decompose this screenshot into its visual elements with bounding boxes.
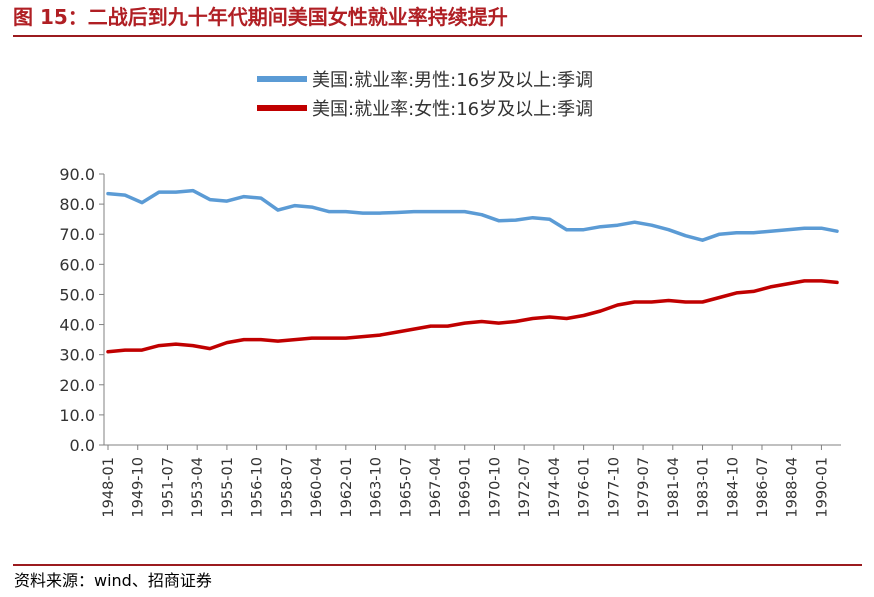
- x-tick-label: 1988-04: [785, 457, 801, 518]
- x-tick-label: 1951-07: [160, 457, 176, 518]
- y-tick-label: 30.0: [59, 346, 95, 365]
- x-axis: 1948-01 1949-10 1951-07 1953-04 1955-01 1956-…: [101, 444, 841, 518]
- x-tick-label: 1955-01: [220, 457, 236, 518]
- x-tick-label: 1965-07: [398, 457, 414, 518]
- y-tick-label: 90.0: [59, 165, 95, 184]
- figure-title-row: 图 15：二战后到九十年代期间美国女性就业率持续提升: [13, 2, 508, 32]
- plot-lines: [106, 188, 839, 354]
- x-tick-label: 1979-07: [636, 457, 652, 518]
- source-divider: [13, 564, 862, 566]
- x-tick-label: 1981-04: [666, 457, 682, 518]
- y-tick-label: 20.0: [59, 376, 95, 395]
- figure-label: 图 15：: [13, 5, 88, 29]
- legend: 美国:就业率:男性:16岁及以上:季调 美国:就业率:女性:16岁及以上:季调: [257, 70, 593, 120]
- x-tick-label: 1984-10: [725, 457, 741, 518]
- x-tick-label: 1949-10: [131, 457, 147, 518]
- x-tick-label: 1963-10: [369, 457, 385, 518]
- x-tick-label: 1986-07: [755, 457, 771, 518]
- y-tick-label: 10.0: [59, 406, 95, 425]
- x-tick-label: 1976-01: [577, 457, 593, 518]
- y-tick-label: 40.0: [59, 316, 95, 335]
- x-tick-label: 1974-04: [547, 457, 563, 518]
- x-tick-label: 1969-01: [458, 457, 474, 518]
- series-line-male: [106, 188, 839, 242]
- y-tick-label: 80.0: [59, 195, 95, 214]
- x-tick-label: 1967-04: [428, 457, 444, 518]
- y-tick-label: 0.0: [70, 436, 95, 455]
- title-divider: [13, 35, 862, 37]
- x-tick-label: 1956-10: [250, 457, 266, 518]
- x-tick-label: 1958-07: [279, 457, 295, 518]
- y-tick-label: 70.0: [59, 225, 95, 244]
- y-axis: 0.0 10.0 20.0 30.0 40.0 50.0 60.0 70.0 80.0 90.0: [59, 165, 105, 455]
- x-tick-label: 1983-01: [696, 457, 712, 518]
- series-line-female: [106, 279, 839, 354]
- x-tick-label: 1948-01: [101, 457, 117, 518]
- y-tick-label: 50.0: [59, 285, 95, 304]
- x-tick-label: 1990-01: [814, 457, 830, 518]
- x-tick-label: 1960-04: [309, 457, 325, 518]
- figure-title: 二战后到九十年代期间美国女性就业率持续提升: [87, 5, 508, 29]
- source-note: 资料来源：wind、招商证券: [14, 571, 212, 590]
- x-tick-label: 1953-04: [190, 457, 206, 518]
- x-tick-label: 1962-01: [339, 457, 355, 518]
- x-tick-label: 1972-07: [517, 457, 533, 518]
- legend-label-female: 美国:就业率:女性:16岁及以上:季调: [312, 99, 593, 120]
- y-tick-label: 60.0: [59, 255, 95, 274]
- x-tick-label: 1977-10: [606, 457, 622, 518]
- legend-label-male: 美国:就业率:男性:16岁及以上:季调: [312, 70, 593, 91]
- x-tick-label: 1970-10: [487, 457, 503, 518]
